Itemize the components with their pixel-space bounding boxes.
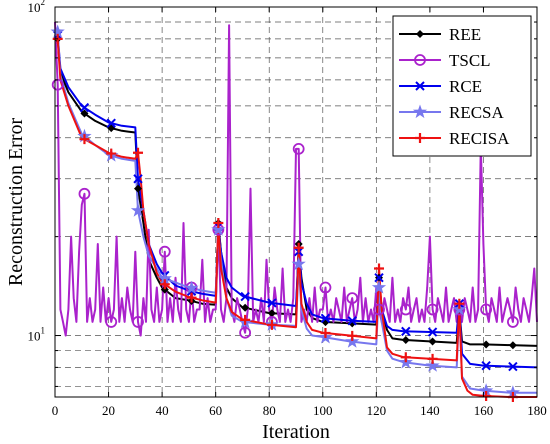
- series-line-recisa: [56, 38, 537, 398]
- legend-marker-tscl: [414, 54, 426, 66]
- marker-ree: [401, 336, 410, 345]
- marker-rce: [508, 361, 518, 372]
- legend-marker-ree: [416, 30, 424, 38]
- marker-recisa: [186, 292, 197, 303]
- marker-ree: [267, 309, 276, 318]
- marker-recsa: [291, 256, 306, 271]
- marker-recisa: [400, 352, 411, 363]
- marker-ree: [482, 340, 491, 349]
- marker-recsa: [505, 385, 520, 399]
- legend-label-recsa: RECSA: [449, 103, 505, 122]
- y-tick-label: 102: [28, 0, 46, 15]
- marker-tscl: [399, 303, 412, 316]
- marker-recisa: [79, 134, 90, 145]
- x-tick-label: 180: [527, 403, 547, 418]
- x-tick-label: 40: [156, 403, 169, 418]
- marker-recisa: [347, 330, 358, 341]
- marker-tscl: [105, 316, 118, 328]
- marker-tscl: [132, 316, 144, 328]
- marker-tscl: [319, 281, 332, 294]
- marker-recsa: [50, 24, 65, 38]
- marker-recsa: [452, 302, 467, 316]
- x-axis-title: Iteration: [262, 421, 330, 443]
- marker-ree: [134, 184, 143, 193]
- y-tick-label: 101: [28, 326, 46, 344]
- marker-recisa: [320, 327, 331, 338]
- marker-tscl: [239, 326, 252, 339]
- marker-tscl: [292, 142, 305, 155]
- marker-tscl: [426, 303, 439, 316]
- marker-rce: [79, 102, 90, 113]
- x-axis-ticks: 0 20 40 60 80 100 120 140 160 180: [52, 7, 547, 418]
- x-tick-label: 80: [263, 403, 276, 418]
- marker-recsa: [130, 203, 146, 217]
- x-tick-label: 100: [313, 403, 333, 418]
- marker-rce: [481, 360, 491, 371]
- marker-rce: [347, 316, 357, 326]
- marker-tscl: [346, 292, 359, 305]
- legend-marker-recsa: [412, 104, 428, 119]
- marker-recisa: [374, 263, 385, 274]
- marker-recisa: [159, 279, 170, 290]
- marker-ree: [80, 109, 89, 118]
- legend-label-rce: RCE: [449, 77, 482, 96]
- marker-ree: [508, 341, 517, 350]
- marker-rce: [133, 174, 143, 184]
- marker-recisa: [240, 314, 251, 325]
- marker-rce: [267, 298, 277, 308]
- series-markers: [50, 24, 520, 402]
- marker-rce: [320, 313, 331, 324]
- marker-rce: [106, 118, 116, 128]
- series-lines: [54, 21, 538, 398]
- marker-recisa: [106, 148, 117, 159]
- marker-recsa: [211, 222, 226, 236]
- marker-ree: [241, 303, 250, 312]
- marker-recsa: [425, 358, 440, 372]
- marker-recisa: [454, 298, 465, 309]
- x-tick-label: 140: [420, 403, 440, 418]
- x-tick-label: 0: [52, 403, 59, 418]
- legend-label-ree: REE: [449, 25, 481, 44]
- marker-recsa: [345, 334, 360, 348]
- series-line-recsa: [56, 31, 537, 394]
- marker-ree: [428, 337, 437, 346]
- x-tick-label: 160: [474, 403, 494, 418]
- legend-label-tscl: TSCL: [449, 51, 491, 70]
- marker-recisa: [427, 353, 438, 364]
- marker-recisa: [293, 242, 304, 253]
- x-tick-label: 20: [102, 403, 115, 418]
- marker-tscl: [480, 303, 493, 316]
- marker-recsa: [479, 383, 494, 397]
- marker-rce: [240, 291, 250, 302]
- marker-recisa: [133, 147, 144, 158]
- plot-frame: [54, 6, 538, 398]
- marker-recisa: [213, 218, 224, 229]
- marker-tscl: [158, 245, 171, 258]
- marker-recsa: [371, 280, 387, 294]
- legend-marker-rce: [415, 81, 425, 91]
- marker-rce: [401, 326, 411, 337]
- x-tick-label: 120: [367, 403, 387, 418]
- marker-tscl: [507, 316, 519, 328]
- marker-ree: [160, 285, 169, 294]
- legend-marker-recisa: [415, 133, 425, 143]
- legend-label-recisa: RECISA: [449, 129, 510, 148]
- marker-recsa: [184, 280, 199, 295]
- marker-tscl: [78, 187, 91, 200]
- y-axis-title: Reconstruction Error: [5, 118, 27, 287]
- marker-rce: [374, 272, 384, 283]
- marker-rce: [427, 327, 438, 337]
- marker-recisa: [266, 319, 277, 330]
- legend: REE TSCL RCE RECSA RECISA: [392, 15, 532, 157]
- series-line-rce: [56, 35, 538, 369]
- x-tick-label: 60: [209, 403, 222, 418]
- marker-recisa: [481, 391, 492, 402]
- marker-tscl: [373, 303, 385, 316]
- marker-recsa: [157, 271, 172, 285]
